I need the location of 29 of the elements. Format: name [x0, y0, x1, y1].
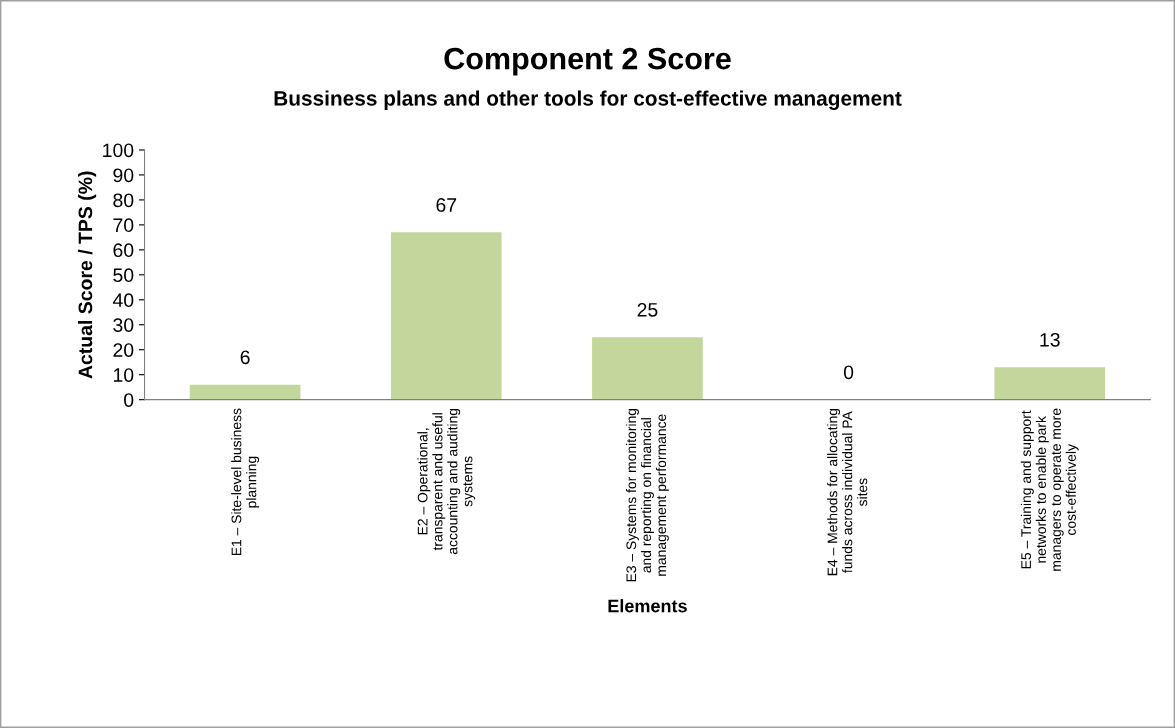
- data-label: 6: [240, 350, 250, 365]
- x-tick-label: E5 – Training and support networks to enable park managers to operate more cost-effectively: [1020, 408, 1079, 571]
- x-axis-title: Elements: [608, 599, 687, 613]
- y-axis-title: Actual Score / TPS (%): [77, 171, 97, 379]
- y-tick-label: 70: [113, 218, 134, 233]
- data-label: 25: [637, 302, 658, 317]
- y-tick-label: 40: [112, 293, 134, 308]
- y-tick-label: 20: [113, 343, 134, 357]
- bar: [994, 367, 1106, 400]
- x-tick-label: E1 – Site-level business planning: [231, 408, 260, 556]
- y-tick-label: 90: [113, 168, 134, 183]
- x-tick-label: E4 – Methods for allocating funds across individual PA sites: [827, 408, 868, 576]
- bar: [390, 232, 502, 400]
- y-tick-label: 10: [113, 368, 134, 382]
- data-label: 67: [436, 198, 457, 212]
- data-label: 0: [843, 365, 854, 380]
- chart-title: Component 2 Score: [444, 47, 731, 76]
- y-tick-label: 50: [113, 268, 134, 283]
- data-label: 13: [1040, 332, 1060, 347]
- chart-subtitle: Bussiness plans and other tools for cost-effective management: [274, 90, 902, 110]
- y-tick-label: 60: [113, 243, 134, 258]
- bar: [189, 384, 301, 400]
- y-tick-label: 30: [113, 318, 134, 332]
- x-tick-label: E2 – Operational, transparent and useful accounting and auditing systems: [417, 408, 476, 555]
- x-tick-label: E3 – Systems for monitoring and reporting on financial management performance: [625, 408, 669, 582]
- y-tick-label: 0: [124, 393, 134, 407]
- y-tick-label: 100: [103, 143, 134, 158]
- y-tick-label: 80: [113, 193, 134, 208]
- bar: [592, 337, 703, 400]
